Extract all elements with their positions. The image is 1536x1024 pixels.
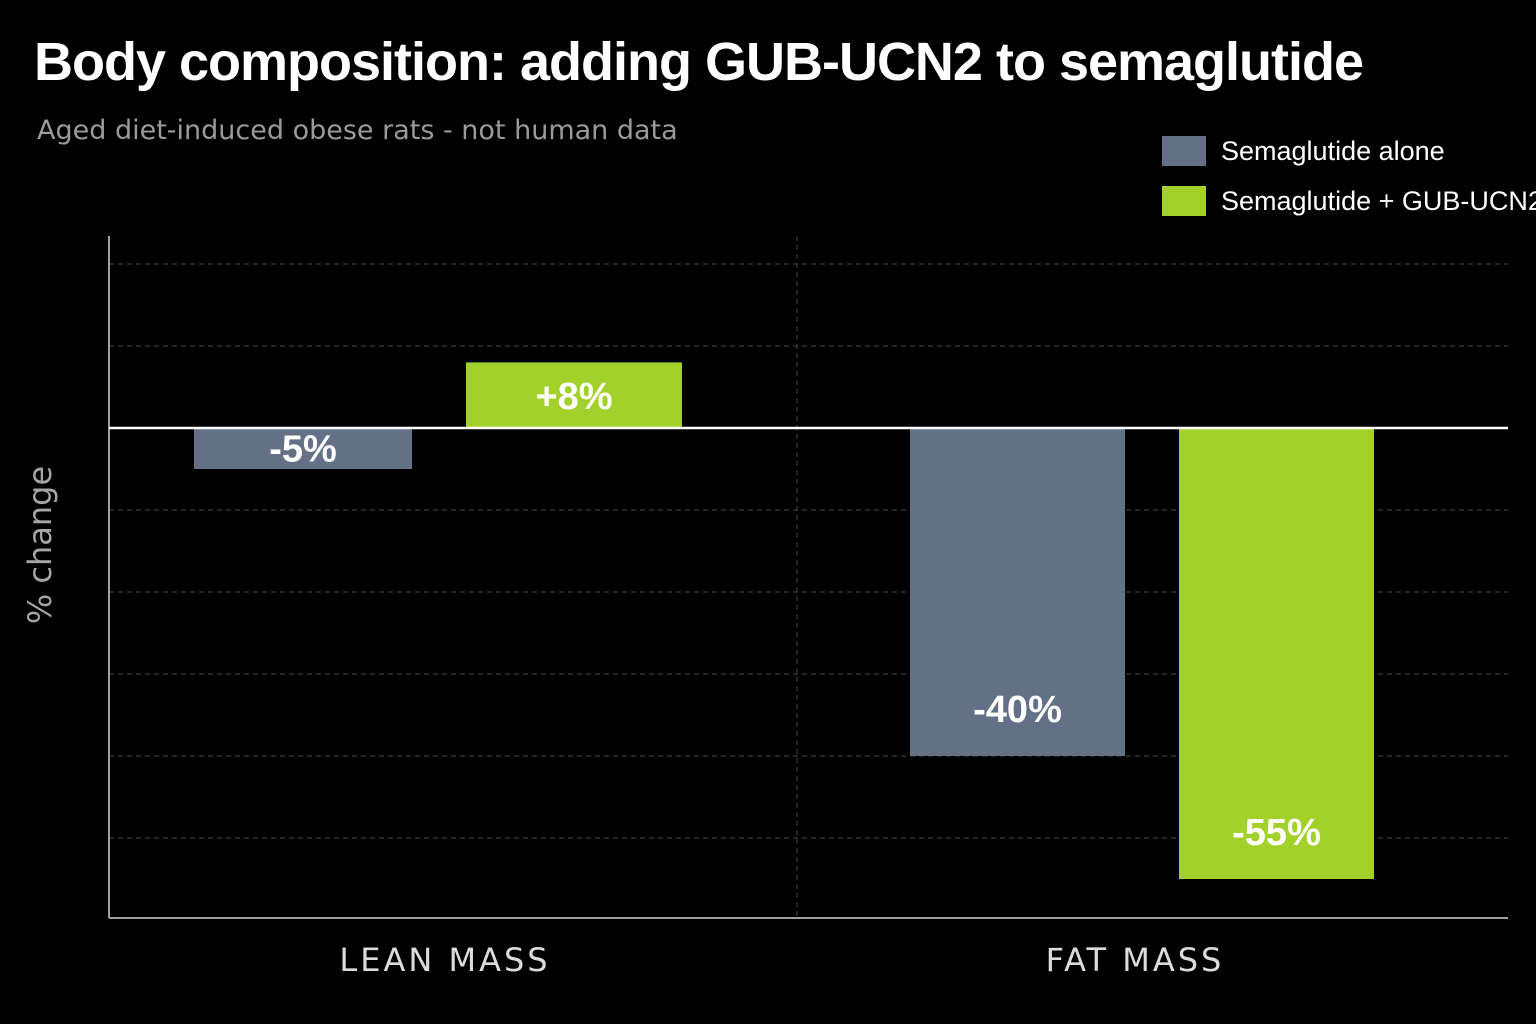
bar-fat-mass-series-1 xyxy=(910,428,1125,756)
legend-item-semaglutide-alone: Semaglutide alone xyxy=(1162,134,1536,168)
x-tick-label: FAT MASS xyxy=(1046,941,1225,979)
legend-label-semaglutide-alone: Semaglutide alone xyxy=(1221,135,1445,166)
legend: Semaglutide alone Semaglutide + GUB-UCN2 xyxy=(1162,134,1536,234)
x-tick-label: LEAN MASS xyxy=(339,941,550,979)
data-label: -55% xyxy=(1232,812,1321,854)
legend-label-semaglutide-gub-ucn2: Semaglutide + GUB-UCN2 xyxy=(1221,185,1536,216)
data-labels: -5% +8% -40% -55% xyxy=(269,376,1321,854)
legend-swatch-semaglutide-alone xyxy=(1162,136,1206,166)
bar-lean-mass-series-2 xyxy=(466,362,682,428)
bars xyxy=(194,362,1374,879)
bar-lean-mass-series-1 xyxy=(194,428,412,469)
legend-swatch-semaglutide-gub-ucn2 xyxy=(1162,186,1206,216)
data-label: +8% xyxy=(535,376,612,418)
chart-title: Body composition: adding GUB-UCN2 to sem… xyxy=(34,32,1364,92)
legend-item-semaglutide-gub-ucn2: Semaglutide + GUB-UCN2 xyxy=(1162,184,1536,218)
data-label: -5% xyxy=(269,429,337,471)
bar-fat-mass-series-2 xyxy=(1179,428,1374,879)
chart-subtitle: Aged diet-induced obese rats - not human… xyxy=(37,115,678,146)
data-label: -40% xyxy=(973,689,1062,731)
axes: LEAN MASS FAT MASS xyxy=(108,236,1508,979)
